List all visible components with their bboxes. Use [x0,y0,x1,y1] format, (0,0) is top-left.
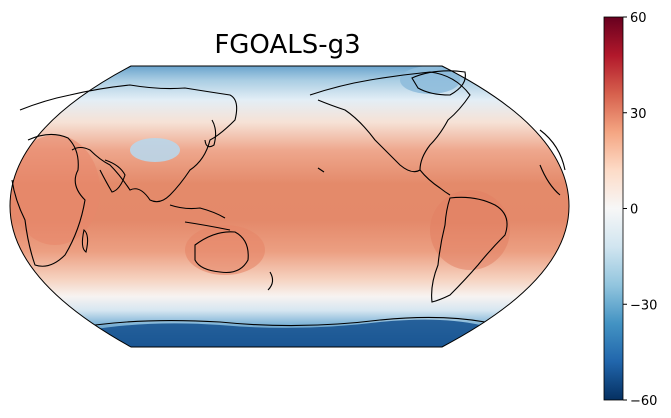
colorbar-tick-label: −30 [630,298,657,313]
coastlines [11,70,566,327]
map-boundary [9,65,570,348]
colorbar-tick-label: 0 [630,203,638,218]
colorbar-tick-label: 30 [630,107,647,122]
global-map [9,65,570,348]
colorbar-tick-label: −60 [630,394,657,409]
colorbar-tick-label: 60 [630,11,647,26]
colorbar-ticks: 60 30 0 −30 −60 [623,11,657,409]
temperature-field [10,66,569,347]
map-title: FGOALS-g3 [214,30,361,60]
colorbar-gradient [603,16,624,401]
